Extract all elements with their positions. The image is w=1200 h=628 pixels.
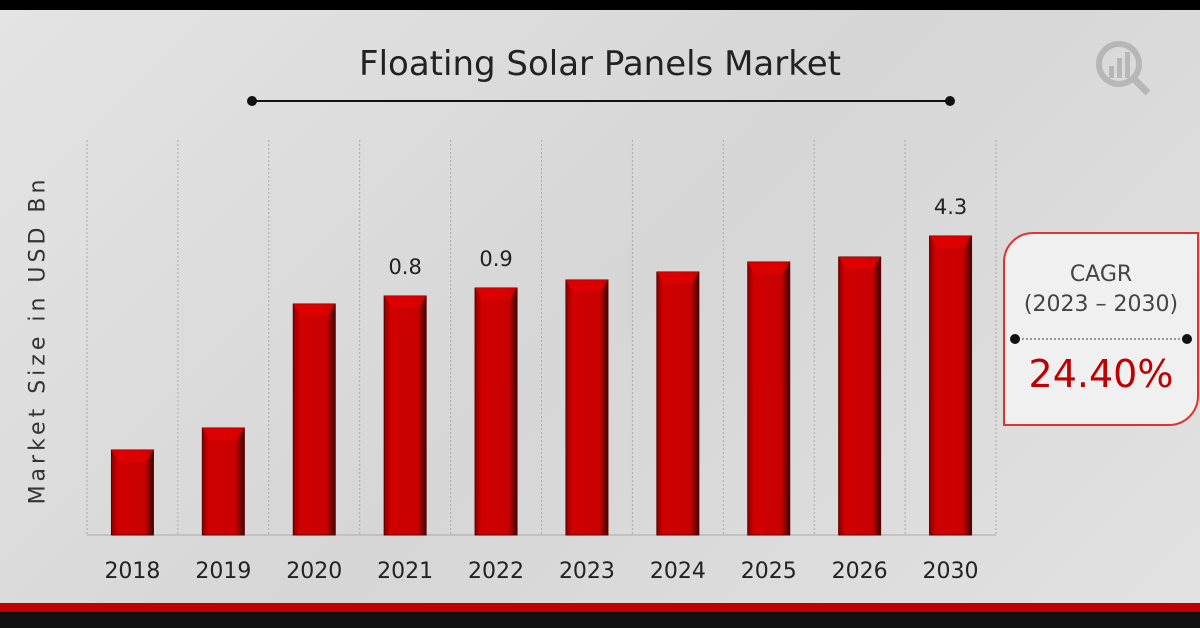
cagr-box: CAGR (2023 – 2030) 24.40% bbox=[1003, 232, 1199, 426]
bar-chart: 2018 2019 2020 2021 0.8 2022 0.9 2023 2024 2025 20… bbox=[86, 140, 997, 584]
bar-bevel bbox=[202, 428, 245, 440]
data-label: 4.3 bbox=[934, 195, 967, 219]
title-underline bbox=[252, 100, 952, 102]
x-tick-label: 2021 bbox=[377, 559, 433, 584]
bar-bevel bbox=[384, 296, 427, 308]
chart-magnifier-icon bbox=[1096, 41, 1151, 96]
bar-2026 bbox=[838, 256, 882, 536]
cagr-dot-left bbox=[1010, 334, 1020, 344]
bar-bevel bbox=[293, 304, 336, 316]
cagr-divider bbox=[1015, 338, 1187, 340]
cagr-dot-right bbox=[1182, 334, 1192, 344]
bar-bevel bbox=[656, 272, 699, 284]
cagr-value: 24.40% bbox=[1028, 352, 1174, 396]
x-tick-label: 2025 bbox=[741, 559, 797, 584]
bar-2030 bbox=[929, 235, 973, 536]
x-tick-label: 2018 bbox=[104, 559, 160, 584]
underline-dot-right bbox=[945, 96, 955, 106]
bar-bevel bbox=[929, 236, 972, 248]
cagr-label: CAGR bbox=[1069, 262, 1133, 287]
bar-2023 bbox=[565, 279, 609, 536]
bar-2022 bbox=[474, 287, 518, 536]
bar-bevel bbox=[111, 450, 154, 462]
underline-dot-left bbox=[247, 96, 257, 106]
data-label: 0.8 bbox=[388, 255, 421, 279]
cagr-period: (2023 – 2030) bbox=[1023, 292, 1179, 317]
x-tick-label: 2030 bbox=[923, 559, 979, 584]
bar-2025 bbox=[747, 261, 791, 536]
top-bar bbox=[0, 0, 1200, 10]
x-tick-label: 2024 bbox=[650, 559, 706, 584]
chart-title: Floating Solar Panels Market bbox=[359, 44, 841, 84]
bar-bevel bbox=[747, 262, 790, 274]
x-tick-label: 2023 bbox=[559, 559, 615, 584]
data-label: 0.9 bbox=[479, 247, 512, 271]
bar-2018 bbox=[110, 449, 154, 536]
bar-2019 bbox=[201, 427, 245, 536]
bar-bevel bbox=[838, 257, 881, 269]
bar-bevel bbox=[565, 280, 608, 292]
x-tick-label: 2020 bbox=[286, 559, 342, 584]
bar-2024 bbox=[656, 271, 700, 536]
bar-bevel bbox=[475, 288, 518, 300]
bar-2021 bbox=[383, 295, 427, 536]
x-tick-label: 2019 bbox=[195, 559, 251, 584]
x-tick-label: 2022 bbox=[468, 559, 524, 584]
bottom-bar bbox=[0, 603, 1200, 628]
x-tick-label: 2026 bbox=[832, 559, 888, 584]
bar-2020 bbox=[292, 303, 336, 536]
